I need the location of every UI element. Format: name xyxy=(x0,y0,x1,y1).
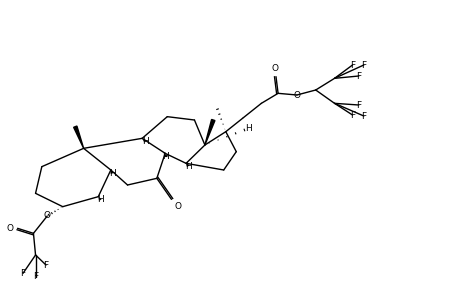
Text: H: H xyxy=(97,196,104,205)
Polygon shape xyxy=(73,126,84,148)
Text: F: F xyxy=(355,100,361,109)
Text: F: F xyxy=(20,269,26,278)
Text: H: H xyxy=(245,124,252,133)
Text: O: O xyxy=(293,91,300,100)
Text: O: O xyxy=(271,64,278,73)
Text: H: H xyxy=(142,137,149,146)
Text: H: H xyxy=(108,169,115,178)
Text: F: F xyxy=(43,260,49,269)
Text: O: O xyxy=(44,212,50,220)
Text: F: F xyxy=(360,112,365,121)
Text: F: F xyxy=(349,110,354,119)
Text: H: H xyxy=(162,152,168,160)
Text: F: F xyxy=(349,61,354,70)
Text: F: F xyxy=(33,272,38,281)
Text: H: H xyxy=(185,161,191,170)
Text: O: O xyxy=(6,224,13,233)
Polygon shape xyxy=(204,119,214,145)
Text: F: F xyxy=(355,71,361,80)
Text: O: O xyxy=(174,202,181,211)
Text: F: F xyxy=(360,61,365,70)
